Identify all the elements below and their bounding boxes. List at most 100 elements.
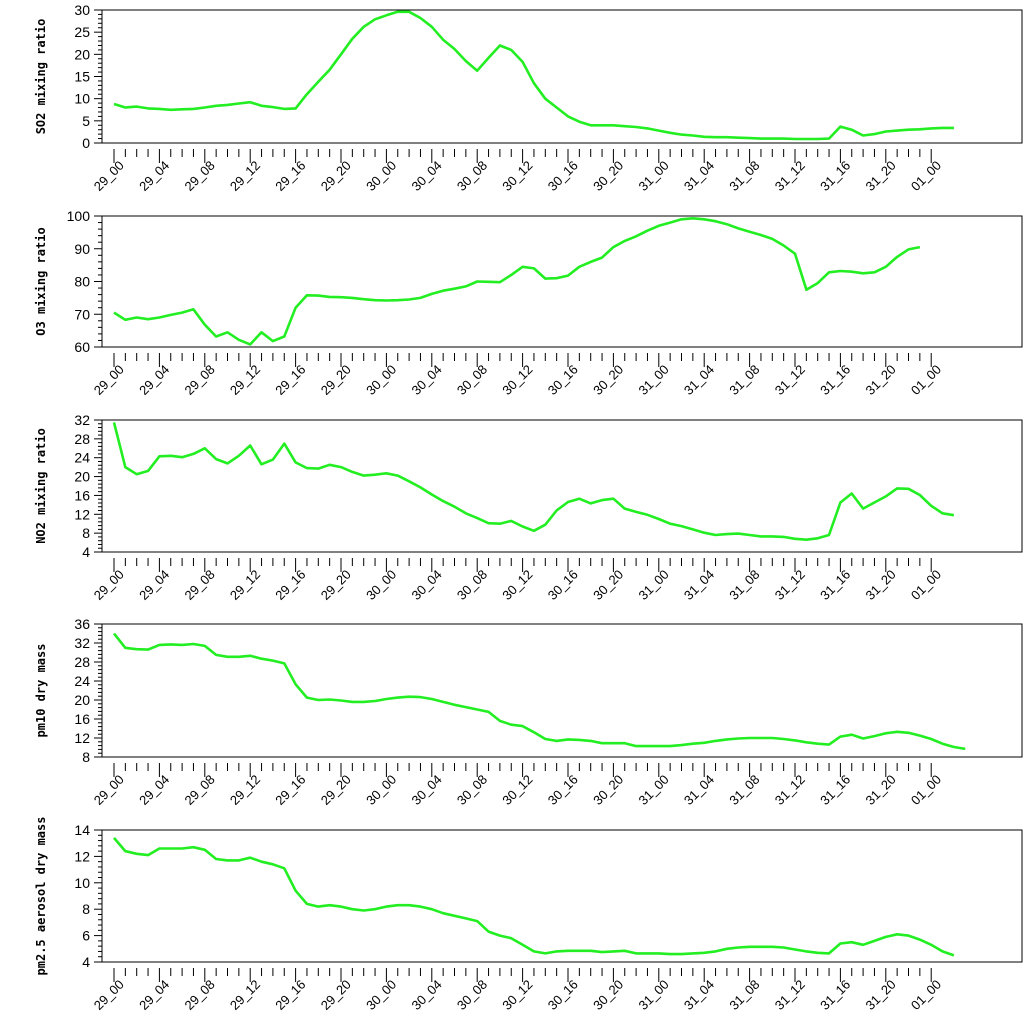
x-tick-label: 29_12 (227, 158, 263, 194)
plot-frame (101, 419, 1023, 553)
y-tick-label: 20 (74, 46, 90, 62)
x-tick-label: 30_04 (409, 158, 445, 194)
x-tick-label: 29_04 (136, 977, 172, 1013)
x-tick-label: 29_12 (227, 362, 263, 398)
x-tick-label: 30_16 (545, 362, 581, 398)
x-tick-label: 30_16 (545, 158, 581, 194)
x-tick-label: 30_00 (363, 977, 399, 1013)
series-line (112, 422, 955, 542)
x-tick-label: 31_00 (636, 772, 672, 808)
y-tick-label: 15 (74, 69, 90, 85)
x-tick-label: 29_20 (318, 977, 354, 1013)
x-tick-label: 31_04 (681, 567, 717, 603)
x-tick-label: 01_00 (908, 772, 944, 808)
x-tick-label: 31_16 (817, 977, 853, 1013)
x-tick-label: 29_04 (136, 362, 172, 398)
y-tick-label: 16 (74, 487, 90, 503)
x-tick-label: 30_08 (454, 772, 490, 808)
x-tick-label: 01_00 (908, 362, 944, 398)
y-tick-label: 8 (82, 749, 90, 765)
y-tick-label: 80 (74, 274, 90, 290)
x-tick-label: 29_04 (136, 158, 172, 194)
x-tick-label: 30_00 (363, 772, 399, 808)
y-tick-label: 70 (74, 306, 90, 322)
x-tick-label: 31_04 (681, 977, 717, 1013)
x-tick-label: 30_12 (499, 362, 535, 398)
x-tick-label: 31_20 (863, 362, 899, 398)
x-tick-label: 29_08 (182, 362, 218, 398)
x-tick-label: 31_00 (636, 567, 672, 603)
plot-frame (101, 623, 1023, 758)
y-tick-label: 4 (82, 954, 90, 970)
y-tick-label: 8 (82, 901, 90, 917)
y-tick-label: 20 (74, 469, 90, 485)
y-tick-label: 16 (74, 711, 90, 727)
y-tick-label: 4 (82, 544, 90, 560)
y-tick-label: 100 (67, 208, 91, 224)
x-tick-label: 31_16 (817, 158, 853, 194)
x-tick-label: 31_00 (636, 977, 672, 1013)
x-tick-label: 31_12 (772, 772, 808, 808)
x-tick-label: 29_12 (227, 772, 263, 808)
x-tick-label: 31_20 (863, 567, 899, 603)
panel-2: 60 70 80 90 100 O3 mixing ratio 29_00 29_04 29_0… (34, 208, 1023, 398)
x-tick-label: 30_12 (499, 567, 535, 603)
x-tick-label: 29_00 (91, 977, 127, 1013)
x-tick-label: 01_00 (908, 977, 944, 1013)
x-tick-label: 29_00 (91, 362, 127, 398)
y-axis-label: pm10 dry mass (34, 644, 48, 738)
x-tick-label: 31_08 (726, 567, 762, 603)
x-tick-label: 29_12 (227, 977, 263, 1013)
plot-frame (101, 215, 1023, 348)
series-line (112, 632, 966, 751)
series-line (113, 10, 954, 141)
x-tick-label: 31_08 (726, 362, 762, 398)
y-tick-label: 12 (74, 848, 90, 864)
x-tick-label: 29_20 (318, 158, 354, 194)
y-axis-label: O3 mixing ratio (34, 227, 48, 335)
x-tick-label: 30_04 (409, 362, 445, 398)
x-tick-label: 29_04 (136, 772, 172, 808)
y-tick-label: 10 (74, 91, 90, 107)
y-tick-label: 20 (74, 692, 90, 708)
y-tick-label: 36 (74, 616, 90, 632)
y-tick-label: 14 (74, 822, 90, 838)
y-tick-label: 0 (82, 135, 90, 151)
x-tick-label: 31_20 (863, 772, 899, 808)
y-tick-label: 12 (74, 730, 90, 746)
y-tick-label: 24 (74, 450, 90, 466)
x-tick-label: 31_12 (772, 362, 808, 398)
x-tick-label: 30_04 (409, 977, 445, 1013)
x-tick-label: 29_16 (272, 362, 308, 398)
x-tick-label: 31_00 (636, 158, 672, 194)
x-tick-label: 31_08 (726, 977, 762, 1013)
x-tick-label: 30_08 (454, 567, 490, 603)
y-tick-label: 5 (82, 113, 90, 129)
y-tick-label: 32 (74, 412, 90, 428)
y-tick-label: 10 (74, 875, 90, 891)
x-tick-label: 30_00 (363, 158, 399, 194)
x-tick-label: 29_00 (91, 772, 127, 808)
panel-1: 0 5 10 15 20 25 30 SO2 mixing ratio 29_00 29_04 29… (34, 2, 1023, 194)
x-tick-label: 30_12 (499, 158, 535, 194)
x-tick-label: 29_08 (182, 977, 218, 1013)
x-tick-label: 30_08 (454, 158, 490, 194)
x-tick-label: 29_16 (272, 772, 308, 808)
x-tick-label: 31_04 (681, 362, 717, 398)
y-tick-label: 90 (74, 241, 90, 257)
y-tick-label: 8 (82, 525, 90, 541)
x-tick-label: 30_00 (363, 567, 399, 603)
x-tick-label: 30_00 (363, 362, 399, 398)
panel-3: 4 8 12 16 20 24 28 32 NO2 mixing ratio 29_00 29_04… (34, 412, 1023, 603)
y-tick-label: 28 (74, 654, 90, 670)
y-tick-label: 60 (74, 339, 90, 355)
x-tick-label: 30_04 (409, 567, 445, 603)
x-tick-label: 29_12 (227, 567, 263, 603)
x-tick-label: 29_08 (182, 158, 218, 194)
x-tick-label: 29_08 (182, 567, 218, 603)
y-axis-label: pm2.5 aerosol dry mass (34, 817, 48, 976)
x-tick-label: 31_08 (726, 158, 762, 194)
panel-4: 8 12 16 20 24 28 32 36 pm10 dry mass 29_00 29_04 29… (34, 616, 1023, 808)
x-tick-label: 30_12 (499, 977, 535, 1013)
